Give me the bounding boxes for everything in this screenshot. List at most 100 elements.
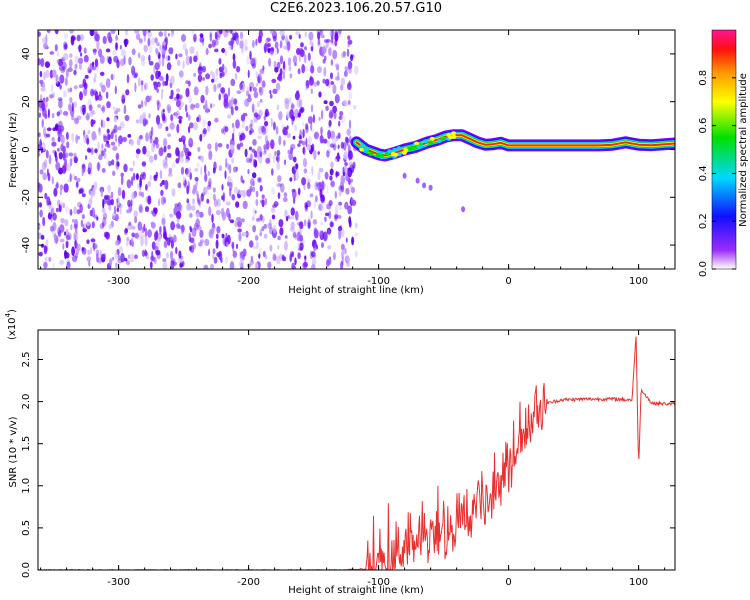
noise-speck [259,214,263,221]
noise-speck [154,37,158,44]
noise-speck [256,218,260,222]
noise-speck [291,188,296,193]
noise-speck [312,114,315,124]
noise-speck [86,137,90,145]
noise-speck [54,233,57,244]
noise-speck [47,108,50,119]
noise-speck [179,263,183,268]
noise-speck [326,184,329,195]
noise-speck [141,100,144,108]
noise-speck [86,239,90,244]
noise-speck [318,91,322,98]
noise-speck [335,135,341,140]
noise-speck [318,116,321,121]
noise-speck [200,155,204,163]
noise-speck [317,31,321,40]
noise-speck [320,181,326,191]
noise-speck [190,205,196,211]
noise-speck [283,45,288,50]
noise-speck [322,78,326,84]
noise-speck [323,100,328,105]
noise-speck [139,114,143,124]
noise-speck [64,43,68,50]
noise-speck [232,53,236,61]
noise-speck [298,140,303,144]
noise-speck [289,147,294,155]
noise-speck [329,100,334,107]
noise-speck [275,82,281,91]
noise-speck [113,55,119,63]
noise-speck [239,82,243,91]
noise-speck [338,185,343,191]
noise-speck [252,172,257,179]
noise-speck [58,58,62,64]
noise-speck [189,55,193,65]
noise-speck [145,95,151,103]
noise-speck [186,198,190,204]
noise-speck [68,103,72,112]
noise-speck [211,78,215,83]
noise-speck [114,251,119,260]
noise-speck [45,133,51,138]
noise-speck [184,158,189,164]
noise-speck [106,101,111,109]
noise-speck [167,106,171,114]
noise-speck [74,117,79,125]
colorbar-gradient [711,29,737,270]
noise-speck [43,42,48,50]
noise-speck [245,125,249,132]
figure-title: C2E6.2023.106.20.57.G10 [269,1,443,16]
noise-speck [99,71,105,76]
noise-speck [281,124,285,131]
noise-speck [163,138,168,148]
noise-speck [310,46,314,52]
noise-speck [169,213,174,218]
noise-speck [54,30,59,35]
noise-speck [344,248,347,255]
noise-speck [232,59,237,69]
noise-speck [339,206,342,211]
noise-speck [212,248,216,255]
noise-speck [236,143,241,150]
noise-speck [227,163,230,171]
noise-speck [51,207,55,217]
noise-speck [185,111,189,118]
noise-speck [87,167,92,175]
noise-speck [231,157,235,164]
noise-speck [64,205,70,214]
noise-speck [196,162,200,168]
noise-speck [214,117,219,123]
noise-speck [83,222,87,230]
noise-speck [66,141,70,149]
noise-speck [299,221,304,230]
noise-speck [192,242,197,250]
noise-speck [217,143,223,148]
noise-speck [279,40,283,49]
noise-speck [90,110,95,114]
noise-speck [212,193,216,201]
noise-speck [343,151,349,160]
noise-speck [46,127,52,132]
noise-speck [89,209,93,217]
noise-speck [42,71,47,81]
noise-speck [50,83,54,93]
noise-speck [310,251,316,258]
noise-speck [254,210,257,214]
noise-speck [278,111,283,121]
noise-speck [191,227,197,237]
noise-speck [39,209,43,218]
noise-speck [311,104,313,113]
noise-speck [63,52,69,61]
noise-speck [300,42,304,48]
noise-speck [69,53,73,58]
noise-speck [101,104,106,114]
noise-speck [176,93,180,100]
noise-speck [98,131,102,136]
noise-speck [227,114,232,119]
noise-speck [138,38,143,44]
noise-speck [270,207,276,213]
noise-speck [118,126,122,131]
noise-speck [85,155,88,160]
noise-speck [149,130,153,140]
noise-speck [305,85,308,91]
